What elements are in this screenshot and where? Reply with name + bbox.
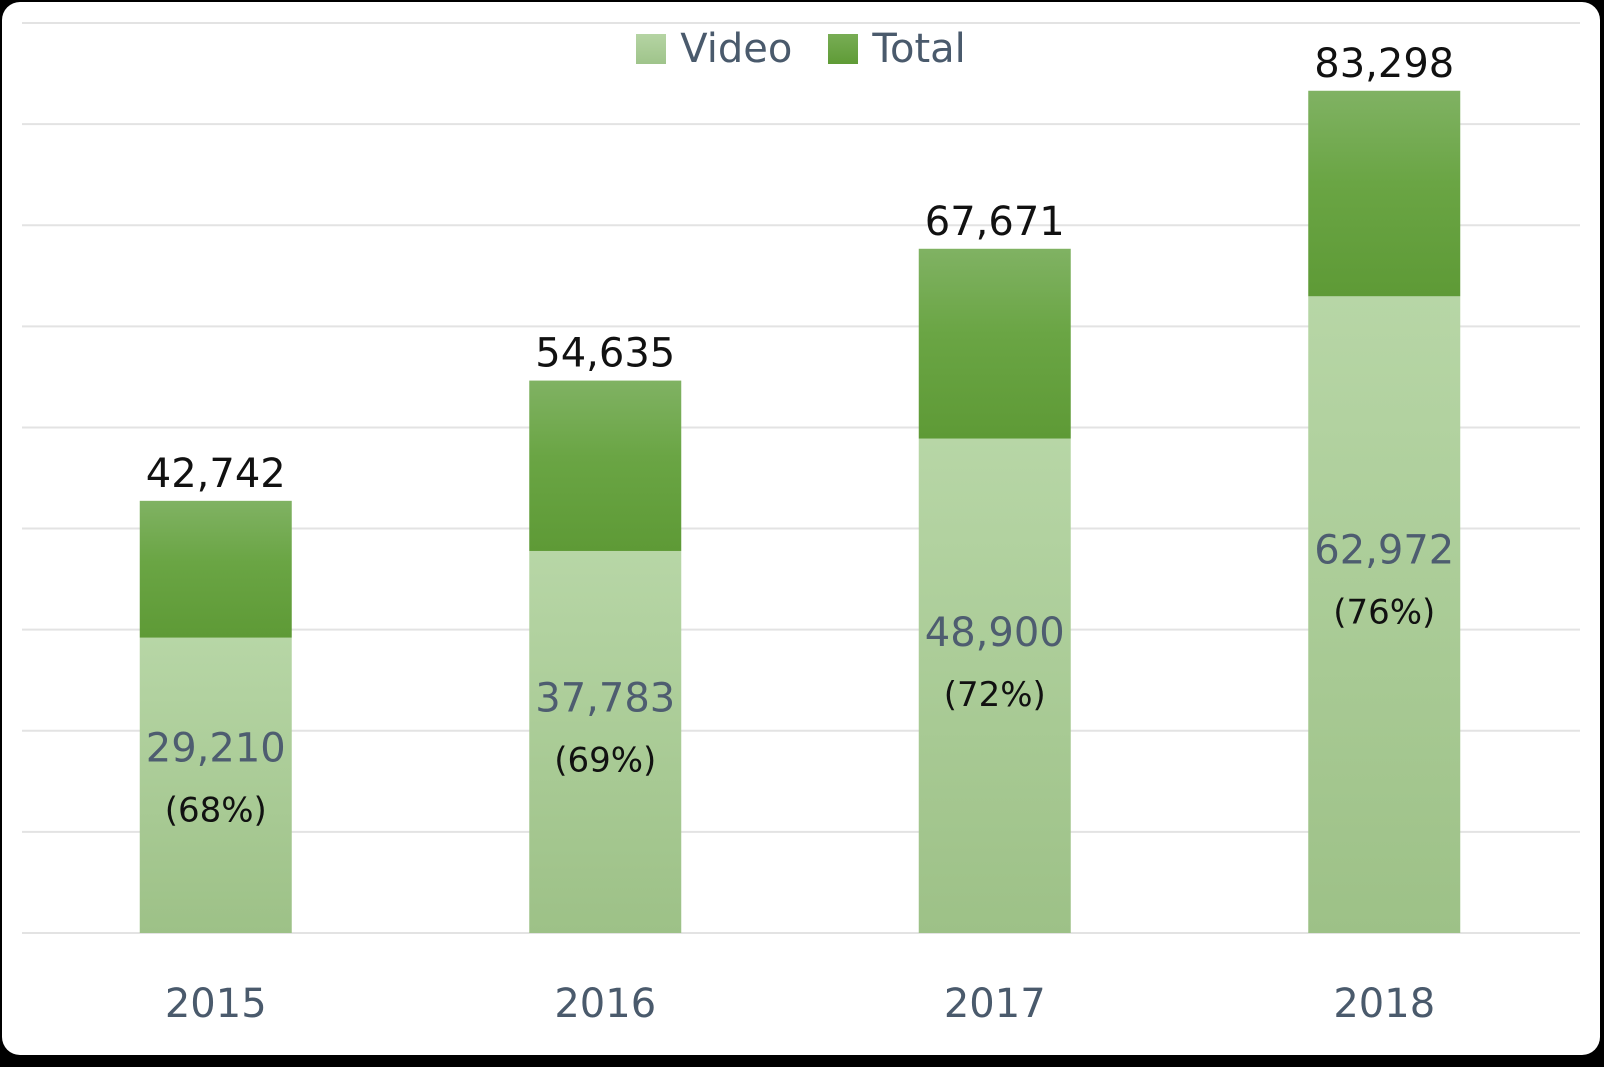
video-value-label: 62,972 bbox=[1314, 528, 1454, 574]
legend: Video Total bbox=[2, 26, 1600, 72]
legend-item-total[interactable]: Total bbox=[828, 26, 966, 72]
bar-video-2017[interactable] bbox=[918, 438, 1071, 933]
x-tick-label: 2018 bbox=[1333, 981, 1435, 1027]
total-value-label: 42,742 bbox=[146, 451, 286, 497]
video-value-label: 37,783 bbox=[535, 675, 675, 721]
total-value-label: 83,298 bbox=[1314, 41, 1454, 87]
video-value-label: 48,900 bbox=[925, 610, 1065, 656]
legend-swatch-video bbox=[636, 34, 667, 64]
bar-total-2017[interactable] bbox=[918, 248, 1071, 439]
x-tick-label: 2017 bbox=[944, 981, 1046, 1027]
bar-total-2016[interactable] bbox=[529, 380, 682, 551]
total-value-label: 67,671 bbox=[925, 199, 1065, 245]
bar-video-2018[interactable] bbox=[1308, 296, 1461, 934]
video-share-label: (68%) bbox=[165, 791, 267, 831]
legend-label-total: Total bbox=[872, 26, 966, 72]
total-value-label: 54,635 bbox=[535, 331, 675, 377]
video-share-label: (76%) bbox=[1333, 593, 1435, 633]
legend-label-video: Video bbox=[680, 26, 793, 72]
video-share-label: (72%) bbox=[944, 675, 1046, 715]
x-tick-label: 2015 bbox=[165, 981, 267, 1027]
legend-item-video[interactable]: Video bbox=[636, 26, 792, 72]
video-share-label: (69%) bbox=[554, 740, 656, 780]
video-value-label: 29,210 bbox=[146, 726, 286, 772]
bar-video-2016[interactable] bbox=[529, 550, 682, 933]
bar-total-2015[interactable] bbox=[139, 500, 292, 638]
x-tick-label: 2016 bbox=[554, 981, 656, 1027]
bar-video-2015[interactable] bbox=[139, 637, 292, 933]
bar-total-2018[interactable] bbox=[1308, 90, 1461, 297]
legend-swatch-total bbox=[828, 34, 859, 64]
